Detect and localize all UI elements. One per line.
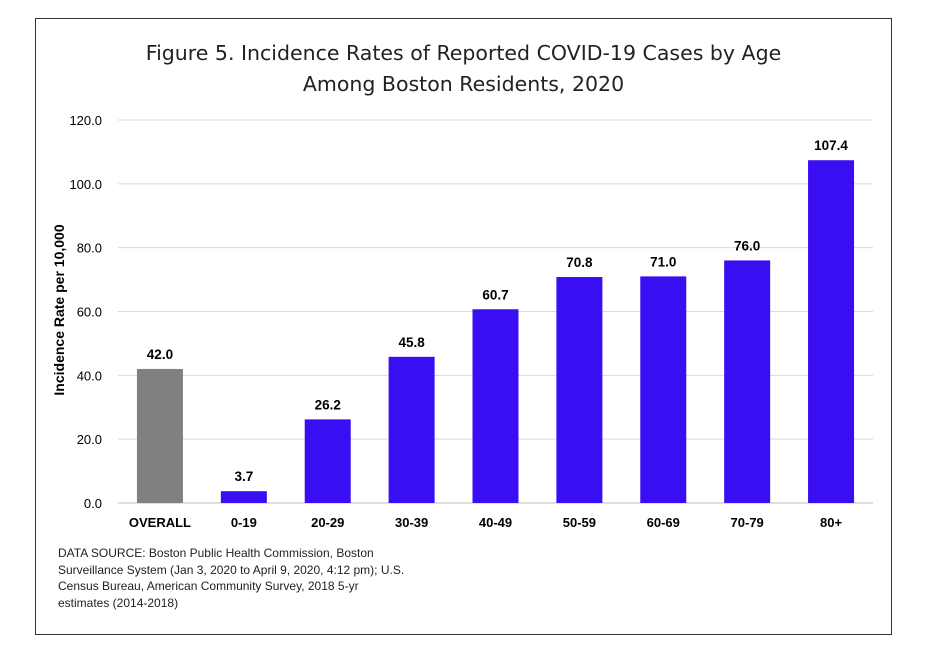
- y-tick-label: 0.0: [84, 496, 102, 511]
- bar: [556, 277, 603, 503]
- chart-title: Figure 5. Incidence Rates of Reported CO…: [35, 38, 892, 100]
- y-tick-label: 60.0: [77, 305, 102, 320]
- bar: [388, 356, 435, 503]
- data-source-line-2: Surveillance System (Jan 3, 2020 to Apri…: [58, 562, 405, 577]
- chart-title-line-1: Figure 5. Incidence Rates of Reported CO…: [145, 41, 782, 65]
- bar-value-label: 42.0: [147, 347, 173, 362]
- bar: [640, 276, 687, 503]
- chart-title-line-2: Among Boston Residents, 2020: [302, 72, 625, 96]
- y-tick-label: 20.0: [77, 432, 102, 447]
- y-axis-label: Incidence Rate per 10,000: [51, 224, 67, 395]
- y-tick-label: 80.0: [77, 241, 102, 256]
- x-axis-ticks: OVERALL 0-19 20-29 30-39 40-49 50-59 60-69 70-7…: [129, 515, 843, 530]
- bar: [808, 160, 855, 503]
- y-tick-label: 120.0: [69, 113, 102, 128]
- bar: [472, 309, 519, 503]
- x-tick-label: 80+: [820, 515, 842, 530]
- bar-value-label: 76.0: [734, 238, 760, 253]
- x-tick-label: 60-69: [647, 515, 680, 530]
- x-tick-label: 20-29: [311, 515, 344, 530]
- data-source-line-3: Census Bureau, American Community Survey…: [58, 579, 359, 593]
- bar-value-label: 45.8: [398, 335, 425, 350]
- y-tick-label: 40.0: [77, 368, 102, 383]
- x-tick-label: OVERALL: [129, 515, 191, 530]
- x-tick-label: 30-39: [395, 515, 428, 530]
- bar: [136, 368, 183, 503]
- data-source-line-4: estimates (2014-2018): [58, 595, 179, 610]
- bar-value-label: 71.0: [650, 254, 676, 269]
- y-axis-ticks: 0.0 20.0 40.0 60.0 80.0 100.0 120.0: [69, 113, 102, 511]
- x-tick-label: 0-19: [231, 515, 257, 530]
- bar: [304, 419, 351, 503]
- bar-value-label: 3.7: [234, 469, 253, 484]
- bar: [724, 260, 771, 503]
- y-tick-label: 100.0: [69, 177, 102, 192]
- bar-value-label: 60.7: [482, 287, 508, 302]
- data-source-line-1: DATA SOURCE: Boston Public Health Commis…: [58, 546, 374, 560]
- bar: [220, 491, 267, 503]
- x-tick-label: 40-49: [479, 515, 512, 530]
- chart-frame: [35, 18, 892, 635]
- bars: [136, 160, 855, 503]
- value-labels: 42.0 3.7 26.2 45.8 60.7 70.8 71.0 76.0 107.4: [147, 138, 849, 484]
- bar-value-label: 26.2: [315, 397, 341, 412]
- bar-value-label: 70.8: [566, 255, 593, 270]
- bar-value-label: 107.4: [814, 138, 848, 153]
- x-tick-label: 50-59: [563, 515, 596, 530]
- data-source-note: DATA SOURCE: Boston Public Health Commis…: [58, 545, 418, 611]
- x-tick-label: 70-79: [731, 515, 764, 530]
